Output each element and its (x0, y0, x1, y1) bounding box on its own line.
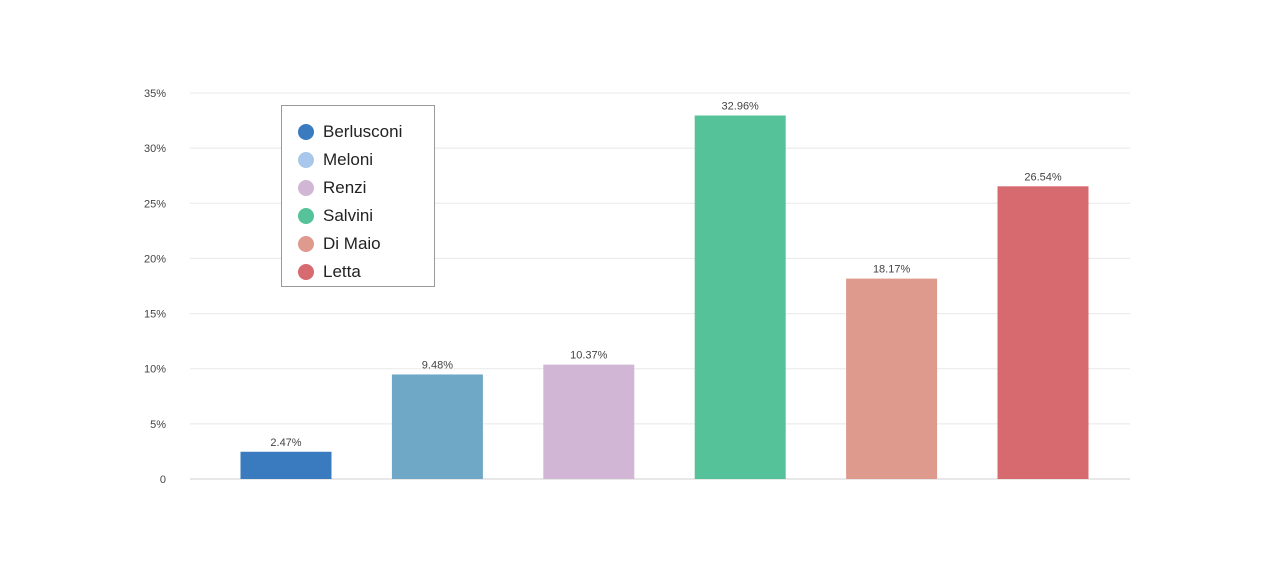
legend-item-letta: Letta (298, 258, 434, 286)
bar-berlusconi (240, 451, 332, 479)
y-tick-label: 20% (144, 253, 166, 265)
legend-marker (298, 180, 314, 196)
legend-label: Berlusconi (323, 122, 403, 141)
y-tick-label: 25% (144, 198, 166, 210)
y-tick-label: 0 (160, 474, 166, 486)
legend-marker (298, 236, 314, 252)
y-tick-label: 15% (144, 309, 166, 321)
data-label: 10.37% (570, 350, 608, 362)
legend-label: Letta (323, 262, 361, 281)
legend-item-renzi: Renzi (298, 174, 434, 202)
legend-marker (298, 124, 314, 140)
y-tick-label: 5% (150, 419, 166, 431)
bars (240, 115, 1089, 480)
legend: Berlusconi Meloni Renzi Salvini Di Maio … (281, 105, 435, 287)
legend-item-di-maio: Di Maio (298, 230, 434, 258)
bar-salvini (694, 115, 786, 479)
legend-item-meloni: Meloni (298, 146, 434, 174)
legend-label: Renzi (323, 178, 367, 197)
y-tick-label: 35% (144, 88, 166, 100)
data-label: 2.47% (270, 437, 301, 449)
legend-item-berlusconi: Berlusconi (298, 118, 434, 146)
bar-letta (997, 186, 1089, 480)
data-label: 9.48% (422, 359, 453, 371)
data-label: 32.96% (722, 100, 760, 112)
legend-item-salvini: Salvini (298, 202, 434, 230)
bar-di-maio (846, 278, 938, 479)
data-label: 18.17% (873, 264, 911, 276)
legend-marker (298, 152, 314, 168)
legend-label: Meloni (323, 150, 374, 169)
y-axis-ticks: 0 5% 10% 15% 20% 25% 30% 35% (144, 88, 166, 486)
legend-marker (298, 208, 314, 224)
y-tick-label: 10% (144, 364, 166, 376)
data-labels: 2.47% 9.48% 10.37% 32.96% 18.17% 26.54% (270, 100, 1061, 448)
bar-meloni (391, 374, 483, 479)
y-tick-label: 30% (144, 143, 166, 155)
legend-label: Salvini (323, 206, 374, 225)
legend-marker (298, 264, 314, 280)
bar-renzi (543, 364, 635, 479)
legend-label: Di Maio (323, 234, 381, 253)
data-label: 26.54% (1024, 171, 1062, 183)
